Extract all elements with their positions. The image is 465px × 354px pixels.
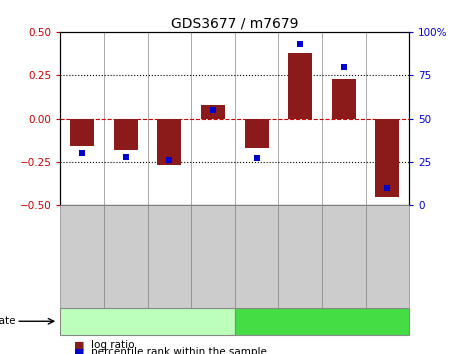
Text: GSM271490: GSM271490 [383, 207, 392, 258]
Bar [158, 119, 181, 165]
Text: ■: ■ [74, 340, 85, 350]
Text: GSM271487: GSM271487 [208, 207, 218, 258]
Text: percentile rank within the sample: percentile rank within the sample [91, 347, 266, 354]
Text: GSM271484: GSM271484 [121, 207, 130, 258]
Bar [245, 119, 269, 148]
Bar [375, 119, 399, 197]
Title: GDS3677 / m7679: GDS3677 / m7679 [171, 17, 299, 31]
Text: obesity-resistant: obesity-resistant [276, 316, 368, 326]
Text: GSM271485: GSM271485 [165, 207, 174, 258]
Bar [114, 119, 138, 150]
Bar [70, 119, 94, 146]
Text: log ratio: log ratio [91, 340, 134, 350]
Bar [332, 79, 356, 119]
Text: GSM271488: GSM271488 [296, 207, 305, 258]
Text: ■: ■ [74, 347, 85, 354]
Bar [201, 105, 225, 119]
Text: GSM271489: GSM271489 [339, 207, 348, 258]
Text: obesity-prone: obesity-prone [109, 316, 186, 326]
Text: GSM271486: GSM271486 [252, 207, 261, 258]
Bar [288, 53, 312, 119]
Text: GSM271483: GSM271483 [78, 207, 87, 258]
Text: disease state: disease state [0, 316, 15, 326]
